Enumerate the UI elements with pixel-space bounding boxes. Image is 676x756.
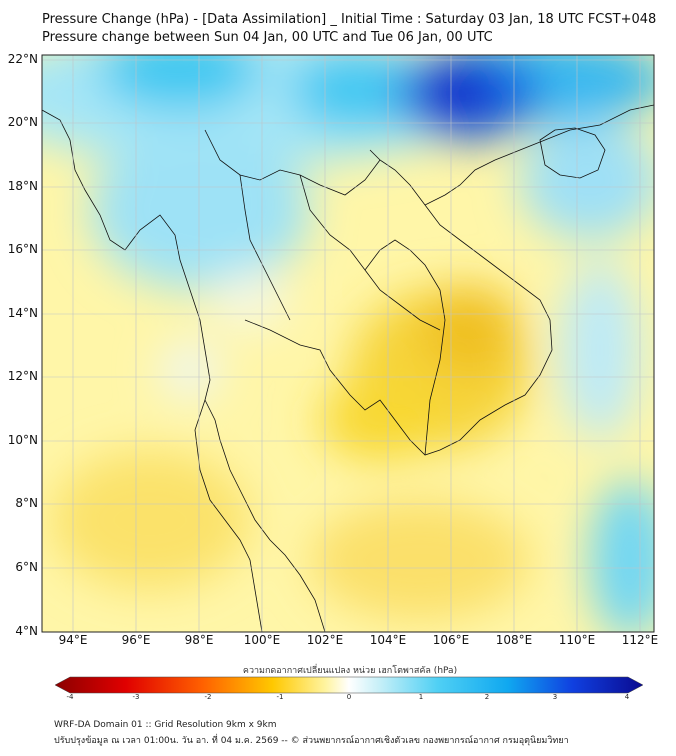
lon-label: 108°E [495, 633, 533, 647]
colorbar-tick: -2 [204, 693, 212, 701]
colorbar-tick: -4 [66, 693, 74, 701]
gridlines [42, 55, 654, 632]
lon-label: 94°E [58, 633, 88, 647]
colorbar-tick: 4 [624, 693, 630, 701]
lat-label: 18°N [7, 179, 38, 193]
lon-label: 110°E [558, 633, 596, 647]
map-frame [41, 54, 655, 633]
lon-label: 106°E [432, 633, 470, 647]
colorbar-tick: 0 [346, 693, 352, 701]
lon-label: 98°E [184, 633, 214, 647]
footer-grid-info: WRF-DA Domain 01 :: Grid Resolution 9km … [54, 720, 277, 730]
lat-label: 22°N [7, 52, 38, 66]
lon-label: 104°E [369, 633, 407, 647]
lat-label: 14°N [7, 306, 38, 320]
colorbar-tick: 3 [552, 693, 558, 701]
colorbar-tick: -3 [132, 693, 140, 701]
lon-label: 102°E [306, 633, 344, 647]
colorbar-tick: 1 [418, 693, 424, 701]
lat-label: 6°N [15, 560, 38, 574]
pressure-field [42, 55, 654, 632]
lat-label: 20°N [7, 115, 38, 129]
lon-label: 112°E [621, 633, 659, 647]
colorbar-tick: -1 [276, 693, 284, 701]
lat-label: 4°N [15, 624, 38, 638]
lat-label: 10°N [7, 433, 38, 447]
colorbar [54, 676, 644, 694]
chart-title: Pressure Change (hPa) - [Data Assimilati… [42, 12, 657, 27]
colorbar-tick: 2 [484, 693, 490, 701]
lat-label: 12°N [7, 369, 38, 383]
colorbar-title: ความกดอากาศเปลี่ยนแปลง หน่วย เฮกโตพาสคัล… [242, 666, 458, 676]
footer-credit: ปรับปรุงข้อมูล ณ เวลา 01:00น. วัน อา. ที… [54, 736, 569, 746]
chart-subtitle: Pressure change between Sun 04 Jan, 00 U… [42, 30, 493, 45]
lon-label: 96°E [121, 633, 151, 647]
lat-label: 16°N [7, 242, 38, 256]
lat-label: 8°N [15, 496, 38, 510]
coastlines [42, 104, 654, 632]
lon-label: 100°E [243, 633, 281, 647]
